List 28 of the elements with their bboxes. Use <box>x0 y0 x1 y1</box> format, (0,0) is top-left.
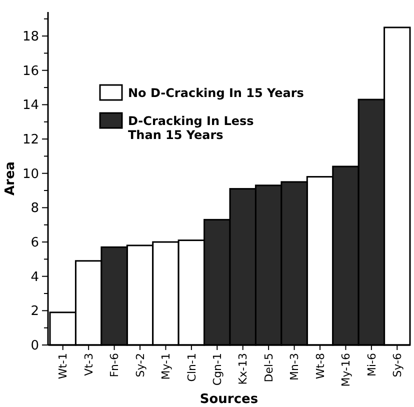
x-tick-label: Mi-6 <box>365 353 378 377</box>
x-tick-label: Cln-1 <box>185 353 198 382</box>
x-tick-label: Wt-8 <box>314 353 327 380</box>
x-tick-label: Del-5 <box>262 353 276 382</box>
x-tick-label: Vt-3 <box>82 353 96 376</box>
y-tick-label: 4 <box>30 270 39 285</box>
x-tick-label: Wt-1 <box>56 353 70 380</box>
y-tick-label: 16 <box>22 64 39 79</box>
x-tick-label: Mn-3 <box>288 353 302 380</box>
x-tick-label: Cgn-1 <box>210 353 224 386</box>
y-axis-title: Area <box>3 161 18 196</box>
legend-label: D-Cracking In Less Than 15 Years <box>128 114 254 142</box>
y-tick-label: 18 <box>22 30 39 45</box>
x-axis-title: Sources <box>200 392 258 407</box>
y-tick-label: 0 <box>30 338 39 354</box>
x-tick-label: My-16 <box>340 353 353 387</box>
y-tick-label: 14 <box>22 98 39 114</box>
y-tick-label: 8 <box>30 201 39 216</box>
x-tick-label: Sy-6 <box>390 353 404 378</box>
x-tick-label: Sy-2 <box>134 353 147 378</box>
y-tick-label: 10 <box>22 166 39 182</box>
x-tick-label: Fn-6 <box>108 353 122 378</box>
x-tick-label: My-1 <box>160 353 173 380</box>
x-tick-label: Kx-13 <box>236 353 250 385</box>
y-tick-label: 2 <box>30 304 39 320</box>
y-tick-label: 12 <box>22 132 39 148</box>
legend-label: No D-Cracking In 15 Years <box>128 86 304 100</box>
y-tick-label: 6 <box>30 236 39 251</box>
